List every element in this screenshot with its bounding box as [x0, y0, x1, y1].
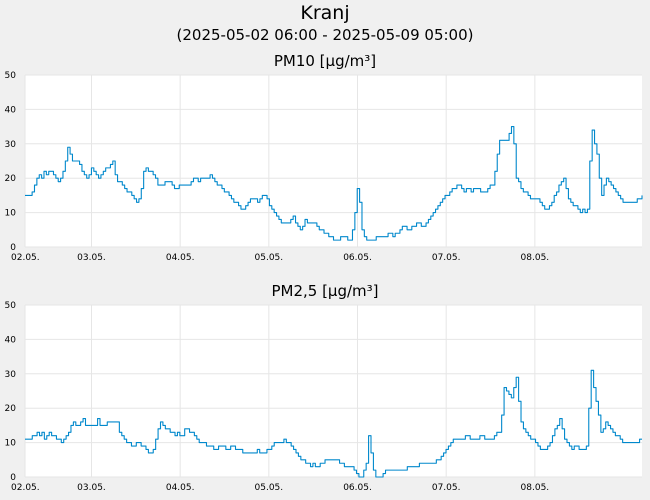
y-tick-label: 0 — [10, 473, 16, 483]
x-tick-label: 07.05. — [432, 253, 461, 263]
x-tick-label: 04.05. — [166, 253, 195, 263]
chart-2: PM2,5 [µg/m³] 0 10 20 30 40 50 02.05. 03.05. 04.0… — [5, 282, 642, 493]
y-tick-label: 50 — [5, 71, 17, 81]
y-tick-label: 40 — [5, 335, 17, 345]
plot-area — [25, 305, 642, 477]
x-tick-label: 03.05. — [77, 253, 106, 263]
chart-title: PM2,5 [µg/m³] — [271, 282, 378, 300]
x-tick-label: 07.05. — [432, 483, 461, 493]
x-tick-label: 02.05. — [11, 253, 40, 263]
y-tick-label: 30 — [5, 140, 17, 150]
chart-title: PM10 [µg/m³] — [274, 52, 376, 70]
y-tick-label: 30 — [5, 370, 17, 380]
y-tick-label: 40 — [5, 105, 17, 115]
y-tick-label: 10 — [5, 439, 17, 449]
series-line-1 — [25, 369, 642, 478]
x-tick-label: 05.05. — [255, 483, 284, 493]
x-tick-label: 03.05. — [77, 483, 106, 493]
series-line-1 — [25, 126, 643, 241]
x-tick-label: 08.05. — [521, 483, 550, 493]
x-tick-label: 04.05. — [166, 483, 195, 493]
x-tick-label: 05.05. — [255, 253, 284, 263]
y-tick-label: 50 — [5, 301, 17, 311]
x-tick-label: 06.05. — [343, 253, 372, 263]
page-title: Kranj — [300, 2, 350, 24]
plot-area — [25, 75, 642, 247]
y-tick-label: 10 — [5, 209, 17, 219]
y-tick-label: 20 — [5, 404, 17, 414]
x-tick-label: 02.05. — [11, 483, 40, 493]
x-tick-label: 06.05. — [343, 483, 372, 493]
chart-1: PM10 [µg/m³] 0 10 20 30 40 50 02.05. 03.05. 04.05… — [5, 52, 643, 263]
x-tick-label: 08.05. — [521, 253, 550, 263]
y-tick-label: 20 — [5, 174, 17, 184]
y-tick-label: 0 — [10, 243, 16, 253]
date-range-subtitle: (2025-05-02 06:00 - 2025-05-09 05:00) — [176, 26, 474, 44]
